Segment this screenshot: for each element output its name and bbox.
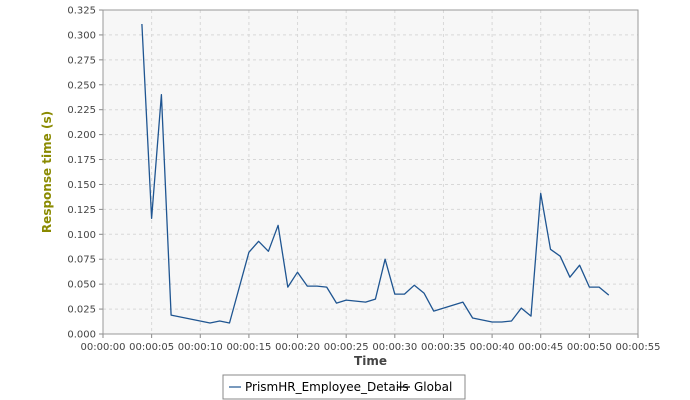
plot-area [103, 10, 638, 334]
y-tick-label: 0.000 [67, 330, 96, 341]
legend-label-prismhr: PrismHR_Employee_Details [245, 380, 409, 394]
y-tick-label: 0.275 [67, 55, 96, 66]
y-tick-label: 0.200 [67, 130, 96, 141]
legend: PrismHR_Employee_Details Global [222, 374, 466, 400]
y-tick-label: 0.125 [67, 205, 96, 216]
y-tick-label: 0.250 [67, 80, 96, 91]
x-tick-label: 00:00:15 [226, 342, 271, 353]
x-tick-label: 00:00:40 [470, 342, 515, 353]
y-tick-label: 0.150 [67, 180, 96, 191]
y-tick-label: 0.300 [67, 30, 96, 41]
y-tick-label: 0.100 [67, 230, 96, 241]
x-tick-label: 00:00:50 [567, 342, 612, 353]
x-axis-title: Time [354, 354, 387, 368]
x-tick-label: 00:00:00 [81, 342, 126, 353]
legend-label-global: Global [414, 380, 452, 394]
y-tick-label: 0.025 [67, 305, 96, 316]
x-tick-label: 00:00:25 [324, 342, 369, 353]
series-layer [141, 23, 610, 324]
x-tick-label: 00:00:30 [372, 342, 417, 353]
y-tick-label: 0.075 [67, 255, 96, 266]
axis-layer: 0.000 0.025 0.050 0.075 0.100 0.125 0.150 0.175… [67, 6, 660, 354]
x-tick-label: 00:00:55 [616, 342, 661, 353]
y-tick-label: 0.225 [67, 105, 96, 116]
y-axis-title: Response time (s) [40, 111, 54, 233]
y-tick-label: 0.175 [67, 155, 96, 166]
plot-border [102, 9, 639, 335]
x-tick-label: 00:00:45 [518, 342, 563, 353]
grid-layer [103, 9, 638, 334]
series-line-0 [141, 23, 610, 324]
x-tick-label: 00:00:35 [421, 342, 466, 353]
x-tick-label: 00:00:10 [178, 342, 223, 353]
x-tick-label: 00:00:20 [275, 342, 320, 353]
y-tick-label: 0.325 [67, 6, 96, 17]
x-tick-label: 00:00:05 [129, 342, 174, 353]
legend-box [222, 374, 466, 400]
y-tick-label: 0.050 [67, 280, 96, 291]
